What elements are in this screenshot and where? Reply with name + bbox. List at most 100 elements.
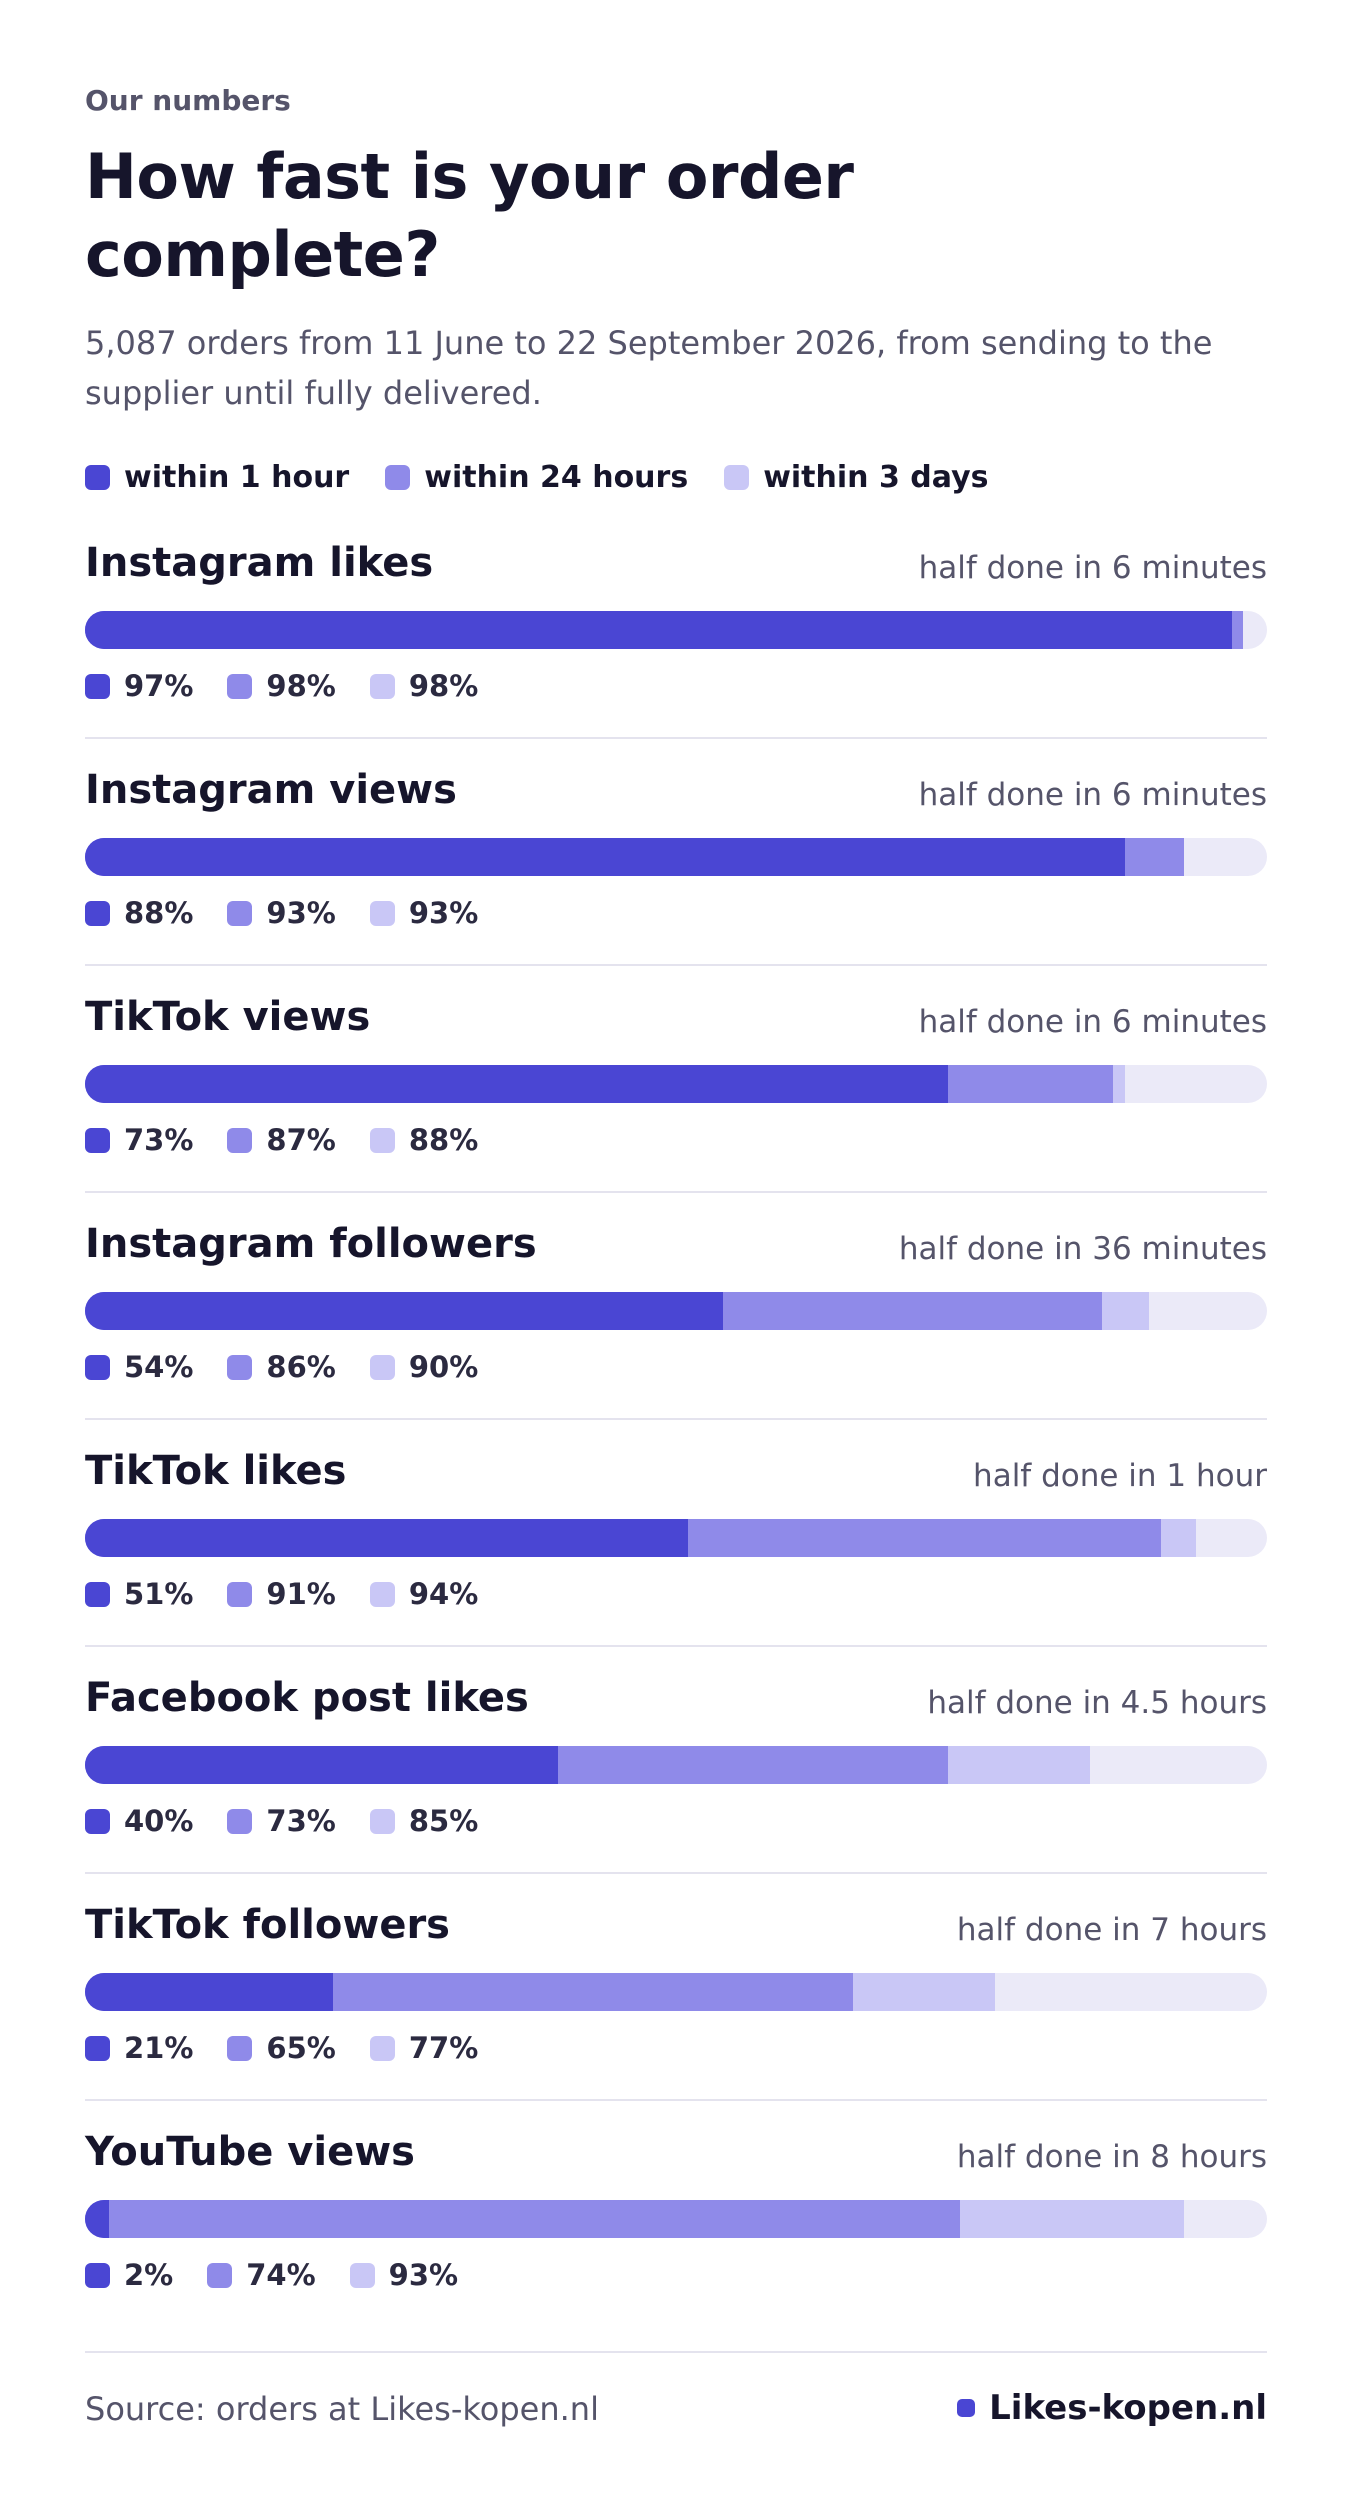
value-label: 87% <box>266 1123 336 1157</box>
bar-track <box>85 611 1267 649</box>
legend-item: within 3 days <box>724 460 989 495</box>
value-swatch <box>369 1808 395 1834</box>
category-label: YouTube views <box>85 2129 415 2175</box>
legend-item: within 24 hours <box>385 460 688 495</box>
value-label: 21% <box>124 2031 194 2065</box>
value-item: 86% <box>227 1350 336 1384</box>
value-swatch <box>85 2035 110 2061</box>
value-swatch <box>227 900 253 926</box>
category-label: Instagram likes <box>85 540 434 586</box>
value-label: 94% <box>408 1577 479 1611</box>
bar-track <box>85 1973 1267 2011</box>
divider <box>85 1418 1267 1420</box>
divider <box>85 964 1267 966</box>
annotation: half done in 1 hour <box>973 1458 1267 1494</box>
value-label: 93% <box>266 896 336 930</box>
value-label: 2% <box>124 2258 174 2292</box>
value-item: 74% <box>207 2258 316 2292</box>
eyebrow: Our numbers <box>85 84 291 117</box>
value-label: 73% <box>266 1804 336 1838</box>
value-item: 21% <box>85 2031 193 2065</box>
value-swatch <box>85 2262 110 2288</box>
bar-track <box>85 1292 1267 1330</box>
brand-dot <box>957 2399 976 2417</box>
value-swatch <box>349 2262 375 2288</box>
value-swatch <box>369 1354 395 1380</box>
legend-swatch <box>724 465 750 490</box>
value-swatch <box>85 673 110 699</box>
value-swatch <box>227 1581 253 1607</box>
title: How fast is your order complete? <box>85 140 854 291</box>
divider <box>85 1645 1267 1647</box>
value-item: 77% <box>369 2031 479 2065</box>
value-swatch <box>227 2035 253 2061</box>
value-label: 73% <box>124 1123 194 1157</box>
annotation: half done in 8 hours <box>956 2139 1267 2175</box>
bar-track <box>85 1746 1267 1784</box>
legend-label: within 1 hour <box>124 460 350 495</box>
category-label: TikTok followers <box>85 1902 450 1948</box>
value-swatch <box>85 1581 110 1607</box>
legend: within 1 hour within 24 hours within 3 day… <box>85 460 989 495</box>
value-item: 88% <box>85 896 193 930</box>
subtitle: 5,087 orders from 11 June to 22 Septembe… <box>85 324 1213 412</box>
divider <box>85 2099 1267 2101</box>
value-swatch <box>85 1808 110 1834</box>
bar-track <box>85 2200 1267 2238</box>
value-item: 40% <box>85 1804 193 1838</box>
value-item: 65% <box>227 2031 336 2065</box>
value-labels: 73% 87% 88% <box>85 1123 478 1157</box>
value-swatch <box>85 1354 110 1380</box>
value-swatch <box>227 1127 253 1153</box>
legend-label: within 24 hours <box>424 460 689 495</box>
value-label: 88% <box>124 896 194 930</box>
value-item: 87% <box>227 1123 336 1157</box>
value-item: 91% <box>227 1577 336 1611</box>
annotation: half done in 7 hours <box>956 1912 1267 1948</box>
legend-label: within 3 days <box>763 460 989 495</box>
divider <box>85 737 1267 739</box>
bar-segment <box>85 1973 334 2011</box>
brand-text: Likes-kopen.nl <box>989 2388 1267 2428</box>
value-item: 98% <box>369 669 479 703</box>
value-label: 51% <box>124 1577 194 1611</box>
value-label: 40% <box>124 1804 194 1838</box>
value-item: 88% <box>369 1123 478 1157</box>
value-label: 77% <box>408 2031 479 2065</box>
value-swatch <box>369 673 395 699</box>
annotation: half done in 6 minutes <box>918 1004 1267 1040</box>
annotation: half done in 6 minutes <box>918 550 1267 586</box>
value-labels: 40% 73% 85% <box>85 1804 478 1838</box>
legend-swatch <box>385 465 411 490</box>
value-swatch <box>207 2262 233 2288</box>
value-swatch <box>85 900 110 926</box>
value-swatch <box>227 673 253 699</box>
annotation: half done in 6 minutes <box>918 777 1267 813</box>
value-swatch <box>369 1127 395 1153</box>
value-labels: 54% 86% 90% <box>85 1350 478 1384</box>
category-label: Instagram views <box>85 767 457 813</box>
value-item: 94% <box>369 1577 479 1611</box>
divider <box>85 1191 1267 1193</box>
bar-segment <box>85 1065 948 1103</box>
value-labels: 2% 74% 93% <box>85 2258 458 2292</box>
value-labels: 88% 93% 93% <box>85 896 478 930</box>
value-item: 85% <box>369 1804 478 1838</box>
bar-track <box>85 1065 1267 1103</box>
bar-segment <box>85 1519 688 1557</box>
value-swatch <box>369 900 395 926</box>
value-swatch <box>369 1581 395 1607</box>
value-label: 97% <box>124 669 194 703</box>
value-item: 97% <box>85 669 193 703</box>
value-label: 90% <box>408 1350 479 1384</box>
value-label: 98% <box>408 669 479 703</box>
annotation: half done in 36 minutes <box>898 1231 1267 1267</box>
value-item: 93% <box>227 896 336 930</box>
value-label: 93% <box>388 2258 459 2292</box>
bar-segment <box>85 1746 558 1784</box>
value-item: 51% <box>85 1577 193 1611</box>
value-item: 93% <box>369 896 478 930</box>
value-label: 98% <box>266 669 336 703</box>
annotation: half done in 4.5 hours <box>927 1685 1267 1721</box>
bar-segment <box>85 838 1126 876</box>
